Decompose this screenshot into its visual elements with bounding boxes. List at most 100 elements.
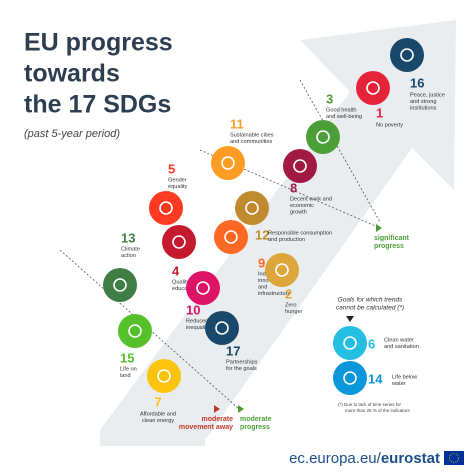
goal-icon-glyph bbox=[128, 324, 142, 338]
goal-label: Life below bbox=[392, 374, 418, 380]
goal-label: growth bbox=[290, 209, 307, 215]
goal-icon bbox=[283, 149, 317, 183]
goal-number: 12 bbox=[255, 227, 269, 242]
goal-icon-glyph bbox=[293, 159, 307, 173]
goal-label: land bbox=[120, 373, 131, 379]
zone-label: progress bbox=[374, 243, 404, 250]
goal-label: infrastructure bbox=[258, 291, 291, 297]
goal-label: Quality bbox=[172, 279, 190, 285]
subtitle: (past 5-year period) bbox=[24, 128, 120, 140]
goal-label: and production bbox=[268, 237, 305, 243]
zone-label: progress bbox=[240, 424, 270, 431]
goal-label: equality bbox=[168, 184, 187, 190]
zone-label: moderate bbox=[240, 416, 272, 423]
goal-label: for the goals bbox=[226, 366, 257, 372]
goal-icon bbox=[147, 359, 181, 393]
goal-label: Life on bbox=[120, 366, 137, 372]
goal-label: Sustainable cities bbox=[230, 132, 274, 138]
goal-label: and strong bbox=[410, 99, 436, 105]
goal-label: Partnerships bbox=[226, 359, 258, 365]
goal-icon-glyph bbox=[157, 369, 171, 383]
zone-label: movement away bbox=[179, 424, 233, 431]
goal-icon-glyph bbox=[245, 201, 259, 215]
goal-icon bbox=[333, 326, 367, 360]
goal-icon-glyph bbox=[343, 371, 357, 385]
title: EU progress bbox=[24, 29, 173, 57]
goal-icon bbox=[205, 311, 239, 345]
goal-number: 10 bbox=[186, 302, 200, 317]
goal-icon-glyph bbox=[366, 81, 380, 95]
goal-icon bbox=[103, 268, 137, 302]
goal-icon bbox=[214, 220, 248, 254]
footer-site: ec.europa.eu/ bbox=[289, 450, 382, 467]
goal-number: 17 bbox=[226, 343, 240, 358]
goal-label: and sanitation bbox=[384, 344, 419, 350]
goal-label: and well-being bbox=[326, 114, 362, 120]
goal-label: Zero bbox=[285, 302, 297, 308]
goal-number: 11 bbox=[230, 116, 244, 131]
goal-number: 4 bbox=[172, 263, 180, 278]
goal-icon-glyph bbox=[224, 230, 238, 244]
goal-label: Gender bbox=[168, 177, 187, 183]
goal-label: Decent work and bbox=[290, 196, 332, 202]
untracked-title: Goals for which trends bbox=[338, 297, 403, 304]
goal-icon bbox=[149, 191, 183, 225]
zone-label: significant bbox=[374, 235, 410, 242]
goal-icon bbox=[211, 146, 245, 180]
goal-icon bbox=[390, 38, 424, 72]
goal-icon-glyph bbox=[343, 336, 357, 350]
zone-marker bbox=[376, 224, 382, 232]
footnote: more than 25 % of the indicators bbox=[345, 408, 411, 413]
goal-number: 6 bbox=[368, 336, 375, 351]
footer: ec.europa.eu/eurostat bbox=[289, 450, 440, 467]
goal-label: action bbox=[121, 253, 136, 259]
zone-marker bbox=[238, 405, 244, 413]
goal-icon-glyph bbox=[400, 48, 414, 62]
goal-label: Affordable and bbox=[140, 411, 176, 417]
progress-arrow bbox=[100, 20, 456, 474]
goal-number: 14 bbox=[368, 371, 383, 386]
goal-label: and communities bbox=[230, 139, 272, 145]
goal-icon-glyph bbox=[221, 156, 235, 170]
goal-icon bbox=[265, 253, 299, 287]
goal-icon bbox=[235, 191, 269, 225]
goal-icon-glyph bbox=[196, 281, 210, 295]
goal-number: 8 bbox=[290, 180, 297, 195]
goal-number: 1 bbox=[376, 105, 383, 120]
goal-icon bbox=[186, 271, 220, 305]
goal-label: hunger bbox=[285, 309, 303, 315]
goal-icon bbox=[356, 71, 390, 105]
title: the 17 SDGs bbox=[24, 91, 171, 119]
goal-label: water bbox=[391, 381, 406, 387]
zone-marker bbox=[214, 405, 220, 413]
goal-number: 3 bbox=[326, 91, 333, 106]
goal-label: economic bbox=[290, 203, 314, 209]
goal-icon-glyph bbox=[275, 263, 289, 277]
goal-icon-glyph bbox=[172, 235, 186, 249]
goal-label: Good health bbox=[326, 107, 356, 113]
goal-number: 15 bbox=[120, 350, 134, 365]
goal-number: 9 bbox=[258, 255, 265, 270]
goal-icon-glyph bbox=[113, 278, 127, 292]
goal-number: 5 bbox=[168, 161, 175, 176]
goal-icon bbox=[118, 314, 152, 348]
eu-flag bbox=[444, 451, 464, 465]
goal-label: No poverty bbox=[376, 122, 403, 128]
untracked-title: cannot be calculated (*) bbox=[336, 305, 404, 312]
goal-label: clean energy bbox=[142, 418, 174, 424]
goal-label: Responsible consumption bbox=[268, 230, 332, 236]
eu-stars bbox=[449, 453, 459, 463]
title: towards bbox=[24, 60, 120, 88]
goal-icon bbox=[333, 361, 367, 395]
goal-number: 13 bbox=[121, 230, 135, 245]
goal-label: and bbox=[258, 284, 267, 290]
goal-number: 7 bbox=[154, 394, 161, 409]
untracked-marker bbox=[346, 316, 354, 322]
goal-label: Clean water bbox=[384, 337, 414, 343]
goal-icon-glyph bbox=[215, 321, 229, 335]
zone-label: moderate bbox=[201, 416, 233, 423]
goal-icon-glyph bbox=[159, 201, 173, 215]
zone-divider bbox=[299, 79, 381, 223]
goal-number: 2 bbox=[285, 286, 292, 301]
